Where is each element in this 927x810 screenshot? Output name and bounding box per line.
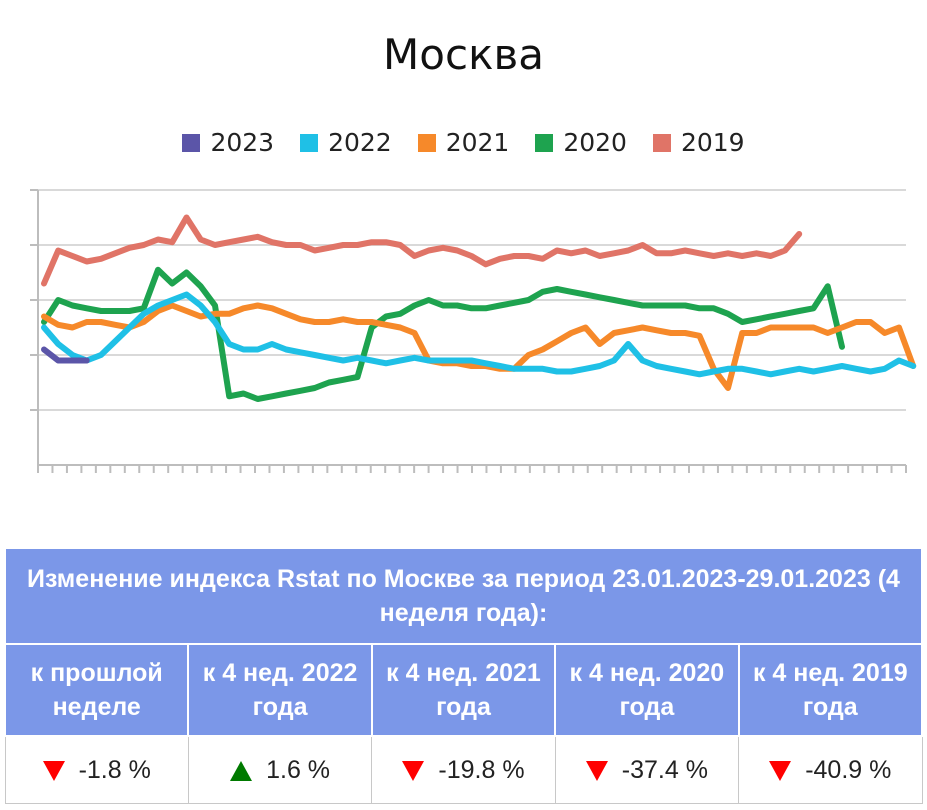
legend-label-2019: 2019: [680, 128, 745, 157]
legend-swatch-2022: [300, 133, 319, 152]
legend-item-2019: 2019: [652, 128, 745, 157]
line-chart: [30, 189, 917, 473]
column-header-last-week: к прошлой неделе: [3, 643, 190, 737]
change-value: -1.8 %: [78, 755, 151, 784]
change-value: 1.6 %: [266, 755, 331, 784]
legend-label-2020: 2020: [563, 128, 627, 157]
chart-title: Москва: [383, 30, 544, 79]
legend-item-2020: 2020: [535, 128, 627, 157]
column-header-2021: к 4 нед. 2021 года: [370, 643, 557, 737]
column-header-2020: к 4 нед. 2020 года: [554, 643, 740, 737]
change-value: -37.4 %: [621, 755, 708, 784]
trend-arrow-icon: [585, 760, 608, 781]
trend-arrow-icon: [402, 760, 425, 781]
value-cell-2019: -40.9 %: [738, 735, 923, 804]
value-cell-2020: -37.4 %: [554, 735, 740, 804]
legend-item-2023: 2023: [182, 128, 274, 157]
value-cell-last-week: -1.8 %: [4, 735, 189, 804]
legend-item-2021: 2021: [417, 128, 510, 157]
value-cell-2022: 1.6 %: [187, 735, 373, 804]
legend-label-2022: 2022: [328, 128, 392, 157]
legend-label-2023: 2023: [210, 128, 275, 157]
value-cell-2021: -19.8 %: [371, 735, 556, 804]
legend-item-2022: 2022: [300, 128, 392, 157]
legend-swatch-2020: [535, 133, 554, 152]
summary-table: Изменение индекса Rstat по Москве за пер…: [3, 547, 924, 804]
series-line-2021: [41, 302, 917, 391]
legend-swatch-2019: [652, 133, 671, 152]
column-header-2019: к 4 нед. 2019 года: [737, 643, 924, 737]
trend-arrow-icon: [42, 760, 65, 781]
table-header: Изменение индекса Rstat по Москве за пер…: [4, 547, 923, 645]
legend-label-2021: 2021: [445, 128, 510, 157]
series-line-2023: [41, 346, 90, 364]
legend-swatch-2023: [182, 133, 201, 152]
legend-swatch-2021: [417, 133, 436, 152]
trend-arrow-icon: [769, 760, 792, 781]
change-value: -19.8 %: [438, 755, 525, 784]
change-value: -40.9 %: [805, 755, 892, 784]
column-header-2022: к 4 нед. 2022 года: [187, 643, 373, 737]
series-line-2019: [41, 214, 803, 287]
trend-arrow-icon: [230, 760, 253, 781]
series-line-2020: [41, 266, 845, 402]
chart-legend: 2023 2022 2021 2020 2019: [0, 128, 927, 157]
series-line-2022: [41, 291, 917, 378]
